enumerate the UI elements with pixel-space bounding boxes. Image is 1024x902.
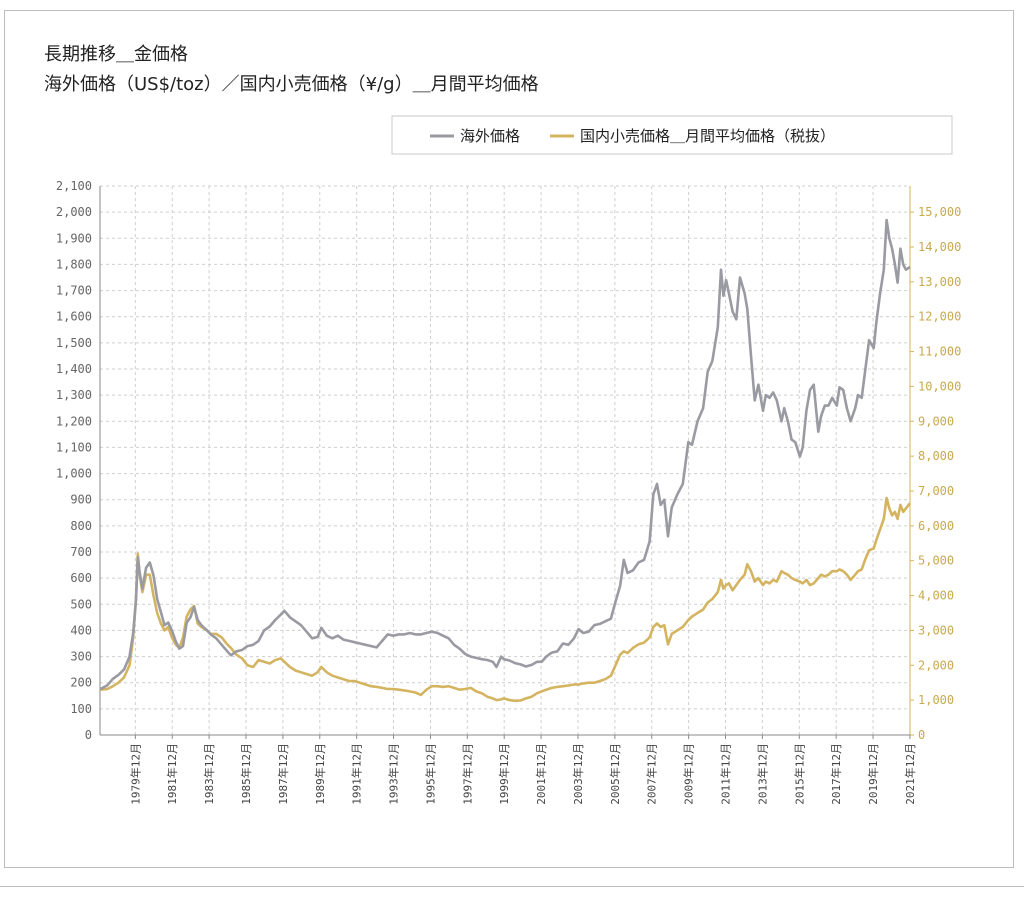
left-tick-label: 600 [70, 571, 92, 585]
right-tick-label: 5,000 [918, 554, 954, 568]
right-tick-label: 14,000 [918, 240, 961, 254]
series-line-domestic [99, 496, 912, 703]
left-tick-label: 200 [70, 676, 92, 690]
legend-label-overseas: 海外価格 [460, 127, 520, 145]
left-tick-label: 400 [70, 623, 92, 637]
chart-subtitle: 海外価格（US$/toz）／国内小売価格（¥/g）＿月間平均価格 [44, 74, 539, 95]
x-tick-label: 2005年12月 [608, 743, 622, 805]
left-tick-label: 2,000 [56, 205, 92, 219]
left-tick-label: 100 [70, 702, 92, 716]
left-tick-label: 500 [70, 597, 92, 611]
x-tick-label: 1983年12月 [202, 743, 216, 805]
x-tick-label: 1987年12月 [276, 743, 290, 805]
right-tick-label: 12,000 [918, 310, 961, 324]
x-tick-label: 2019年12月 [866, 743, 880, 805]
left-tick-label: 0 [85, 728, 92, 742]
legend-box [391, 115, 953, 155]
left-tick-label: 300 [70, 650, 92, 664]
legend-label-domestic: 国内小売価格＿月間平均価格（税抜） [580, 127, 835, 145]
x-tick-label: 1979年12月 [128, 743, 142, 805]
series-line-overseas [99, 218, 911, 691]
right-tick-label: 3,000 [918, 623, 954, 637]
x-tick-label: 2017年12月 [829, 743, 843, 805]
x-tick-label: 2011年12月 [719, 743, 733, 805]
left-tick-label: 1,100 [56, 440, 92, 454]
left-tick-label: 1,400 [56, 362, 92, 376]
left-axis-ticks: 0 100 200 300 400 500 600 700 800 900 1,000 1,100 1,… [56, 179, 92, 742]
x-tick-label: 2009年12月 [682, 743, 696, 805]
right-tick-label: 8,000 [918, 449, 954, 463]
left-tick-label: 700 [70, 545, 92, 559]
x-tick-label: 1991年12月 [350, 743, 364, 805]
right-tick-label: 4,000 [918, 589, 954, 603]
left-tick-label: 2,100 [56, 179, 92, 193]
left-tick-label: 1,900 [56, 231, 92, 245]
left-tick-label: 800 [70, 519, 92, 533]
x-tick-label: 1985年12月 [239, 743, 253, 805]
x-axis-ticks: 1979年12月 1981年12月 1983年12月 1985年12月 1987年12月… [128, 735, 917, 805]
left-tick-label: 1,800 [56, 257, 92, 271]
left-tick-label: 1,300 [56, 388, 92, 402]
left-tick-label: 900 [70, 493, 92, 507]
x-tick-label: 2015年12月 [792, 743, 806, 805]
right-tick-label: 15,000 [918, 205, 961, 219]
right-tick-label: 9,000 [918, 414, 954, 428]
bottom-divider [0, 886, 1024, 887]
left-tick-label: 1,600 [56, 310, 92, 324]
right-tick-label: 13,000 [918, 275, 961, 289]
x-tick-label: 1999年12月 [497, 743, 511, 805]
x-tick-label: 2003年12月 [571, 743, 585, 805]
x-tick-label: 2013年12月 [755, 743, 769, 805]
right-tick-label: 0 [918, 728, 925, 742]
x-tick-label: 2007年12月 [645, 743, 659, 805]
x-tick-label: 1993年12月 [387, 743, 401, 805]
x-tick-label: 2021年12月 [903, 743, 917, 805]
left-tick-label: 1,200 [56, 414, 92, 428]
right-tick-label: 10,000 [918, 379, 961, 393]
x-tick-label: 1981年12月 [165, 743, 179, 805]
left-tick-label: 1,000 [56, 467, 92, 481]
right-axis-ticks: 0 1,000 2,000 3,000 4,000 5,000 6,000 7,000 8,00… [910, 205, 961, 742]
chart-title: 長期推移＿金価格 [44, 44, 188, 65]
axes [99, 186, 911, 736]
right-tick-label: 2,000 [918, 658, 954, 672]
x-tick-label: 1995年12月 [423, 743, 437, 805]
right-tick-label: 11,000 [918, 345, 961, 359]
x-tick-label: 1997年12月 [460, 743, 474, 805]
right-tick-label: 7,000 [918, 484, 954, 498]
right-tick-label: 6,000 [918, 519, 954, 533]
x-tick-label: 1989年12月 [313, 743, 327, 805]
left-tick-label: 1,700 [56, 284, 92, 298]
series-lines [99, 218, 912, 703]
legend: 海外価格 国内小売価格＿月間平均価格（税抜） [391, 115, 953, 155]
right-tick-label: 1,000 [918, 693, 954, 707]
grid [100, 185, 911, 736]
left-tick-label: 1,500 [56, 336, 92, 350]
x-tick-label: 2001年12月 [534, 743, 548, 805]
